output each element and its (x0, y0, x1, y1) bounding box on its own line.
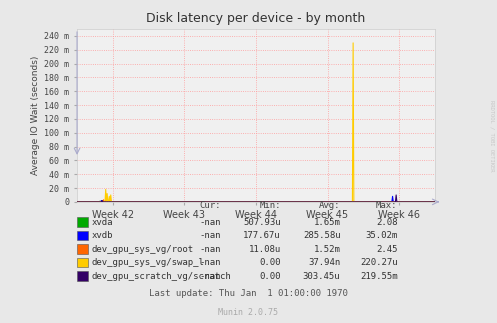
Text: 285.58u: 285.58u (303, 231, 340, 240)
Text: RRDTOOL / TOBI OETIKER: RRDTOOL / TOBI OETIKER (490, 100, 495, 172)
Text: Cur:: Cur: (200, 201, 221, 210)
Text: 0.00: 0.00 (259, 272, 281, 281)
Text: xvda: xvda (92, 218, 113, 227)
Text: -nan: -nan (200, 218, 221, 227)
Text: 507.93u: 507.93u (243, 218, 281, 227)
Text: 1.52m: 1.52m (314, 245, 340, 254)
Title: Disk latency per device - by month: Disk latency per device - by month (146, 12, 366, 25)
Text: dev_gpu_sys_vg/root: dev_gpu_sys_vg/root (92, 245, 194, 254)
Text: dev_gpu_scratch_vg/scratch: dev_gpu_scratch_vg/scratch (92, 272, 232, 281)
Text: 219.55m: 219.55m (360, 272, 398, 281)
Text: 1.65m: 1.65m (314, 218, 340, 227)
Text: -nan: -nan (200, 258, 221, 267)
Text: 303.45u: 303.45u (303, 272, 340, 281)
Text: dev_gpu_sys_vg/swap_l: dev_gpu_sys_vg/swap_l (92, 258, 205, 267)
Text: 35.02m: 35.02m (365, 231, 398, 240)
Text: Min:: Min: (259, 201, 281, 210)
Text: 2.45: 2.45 (376, 245, 398, 254)
Y-axis label: Average IO Wait (seconds): Average IO Wait (seconds) (31, 56, 40, 175)
Text: 37.94n: 37.94n (308, 258, 340, 267)
Text: -nan: -nan (200, 231, 221, 240)
Text: 0.00: 0.00 (259, 258, 281, 267)
Text: 220.27u: 220.27u (360, 258, 398, 267)
Text: 11.08u: 11.08u (248, 245, 281, 254)
Text: -nan: -nan (200, 272, 221, 281)
Text: Avg:: Avg: (319, 201, 340, 210)
Text: xvdb: xvdb (92, 231, 113, 240)
Text: 2.08: 2.08 (376, 218, 398, 227)
Text: 177.67u: 177.67u (243, 231, 281, 240)
Text: -nan: -nan (200, 245, 221, 254)
Text: Last update: Thu Jan  1 01:00:00 1970: Last update: Thu Jan 1 01:00:00 1970 (149, 288, 348, 297)
Text: Munin 2.0.75: Munin 2.0.75 (219, 308, 278, 317)
Text: Max:: Max: (376, 201, 398, 210)
